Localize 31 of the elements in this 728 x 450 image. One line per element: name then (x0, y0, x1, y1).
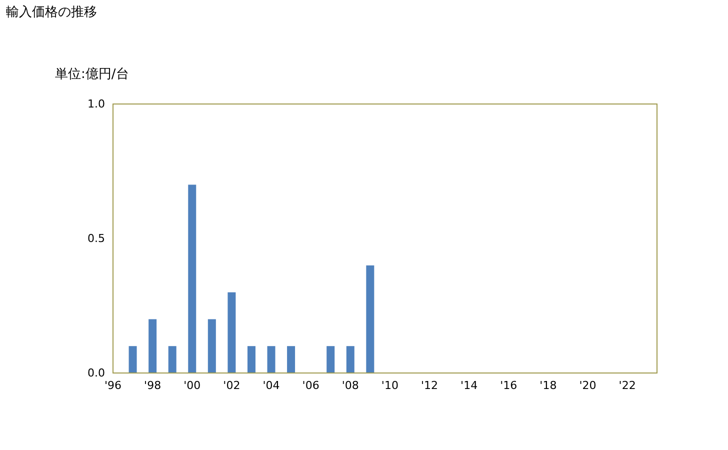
x-tick-label: '06 (302, 378, 320, 392)
x-tick-label: '18 (540, 378, 557, 392)
bar (128, 346, 137, 373)
bar (326, 346, 335, 373)
bar (208, 319, 216, 373)
bar (168, 346, 176, 373)
x-tick-label: '10 (381, 378, 398, 392)
x-tick-label: '16 (500, 378, 518, 392)
x-tick-label: '12 (420, 378, 438, 392)
x-tick-label: '96 (104, 378, 122, 392)
x-tick-label: '22 (618, 378, 636, 392)
bar (148, 319, 157, 373)
x-tick-label: '20 (579, 378, 596, 392)
x-tick-label: '08 (342, 378, 359, 392)
y-axis-title: 単位:億円/台 (55, 67, 129, 82)
chart-title: 輸入価格の推移 (6, 5, 97, 20)
bar (366, 265, 374, 373)
bar (228, 292, 236, 373)
x-tick-label: '00 (184, 378, 201, 392)
bar (346, 346, 354, 373)
bar (267, 346, 276, 373)
bar (247, 346, 256, 373)
x-tick-label: '98 (144, 378, 162, 392)
x-tick-label: '14 (460, 378, 478, 392)
y-tick-label: 0.5 (88, 232, 105, 246)
x-tick-label: '02 (223, 378, 240, 392)
y-tick-label: 1.0 (88, 98, 105, 111)
y-tick-label: 0.0 (88, 366, 105, 380)
x-tick-label: '04 (262, 378, 280, 392)
bar (188, 184, 196, 373)
bar (287, 346, 296, 373)
